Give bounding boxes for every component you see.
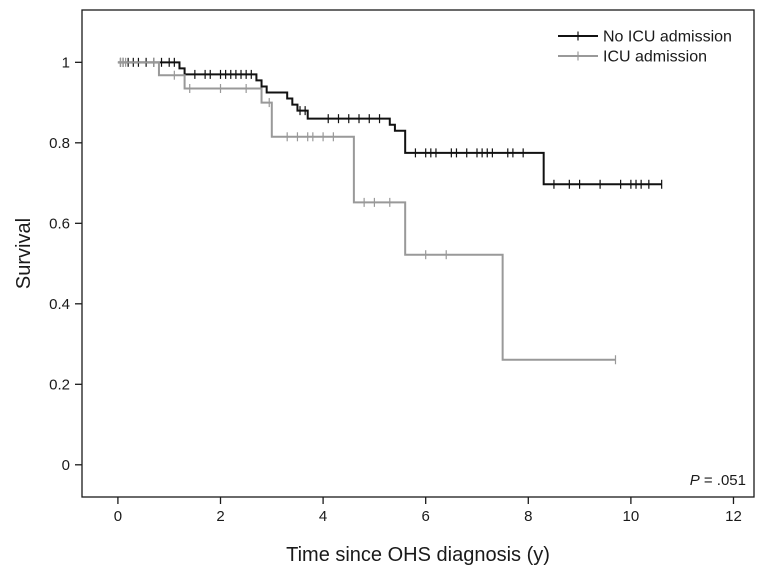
p-value-text: = .051 (700, 472, 746, 489)
p-value-annotation: P = .051 (690, 472, 746, 489)
legend-item-2: ICU admission (558, 49, 707, 66)
legend-label: No ICU admission (603, 29, 732, 46)
y-tick-label: 0.8 (49, 135, 70, 152)
y-axis-title: Survival (13, 218, 35, 289)
y-tick-label: 1 (62, 54, 70, 71)
legend-item-1: No ICU admission (558, 29, 732, 46)
x-tick-label: 2 (216, 508, 224, 525)
y-tick-label: 0.4 (49, 296, 70, 313)
x-tick-label: 12 (725, 508, 742, 525)
x-tick-label: 4 (319, 508, 327, 525)
axes: 0 2 4 6 8 10 12 0 0.2 0.4 0.6 0.8 1 (49, 9, 755, 525)
x-tick-label: 10 (623, 508, 640, 525)
x-tick-label: 0 (114, 508, 122, 525)
x-tick-label: 6 (422, 508, 430, 525)
plot-frame (81, 9, 755, 498)
y-tick-label: 0.6 (49, 215, 70, 232)
series-line-2 (117, 61, 616, 361)
plot-area (117, 57, 663, 365)
x-tick-label: 8 (524, 508, 532, 525)
y-tick-label: 0 (62, 457, 70, 474)
series-line-1 (117, 61, 662, 186)
p-value-symbol: P (690, 472, 700, 489)
y-tick-label: 0.2 (49, 376, 70, 393)
x-axis-title: Time since OHS diagnosis (y) (286, 544, 550, 566)
legend: No ICU admission ICU admission (558, 29, 732, 66)
legend-label: ICU admission (603, 49, 707, 66)
